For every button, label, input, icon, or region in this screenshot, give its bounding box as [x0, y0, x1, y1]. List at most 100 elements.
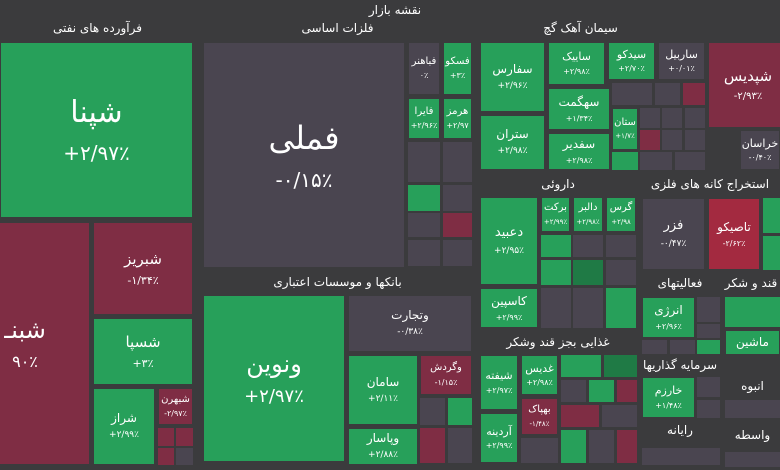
- tile-symbol: انرژی: [654, 303, 683, 317]
- tile: [642, 448, 720, 465]
- tile: [589, 380, 614, 402]
- tile: [408, 213, 440, 237]
- tile: دعبید +۲/۹۵٪: [480, 197, 538, 285]
- tile-change: +۲/۷۰٪: [618, 64, 645, 74]
- tile: [443, 142, 472, 182]
- sector-label: قند و شکر: [724, 276, 778, 290]
- tile: آردینه +۲/۹۹٪: [480, 413, 518, 463]
- tile-symbol: وپاسار: [366, 431, 400, 446]
- tile: [176, 428, 193, 446]
- tile-symbol: ماشین: [736, 335, 769, 349]
- tile-change: +۲/۹۶٪: [410, 121, 438, 131]
- tile: شپدیس -۲/۹۳٪: [708, 42, 780, 128]
- tile-symbol: وگردش: [430, 362, 462, 374]
- tile: [604, 355, 637, 377]
- tile: شیفته +۲/۹۷٪: [480, 355, 518, 410]
- tile: [725, 297, 780, 327]
- sector-label: فرآورده های نفتی: [53, 21, 142, 35]
- tile: [697, 340, 720, 354]
- tile-change: +۲/۹۷٪: [244, 385, 304, 407]
- tile: فسکو +۳٪: [443, 42, 472, 95]
- tile: [561, 430, 586, 463]
- tile: [697, 400, 720, 418]
- sector-label: سرمایه گذاریها: [642, 358, 717, 372]
- tile-symbol: ستان: [614, 116, 636, 128]
- tile-symbol: ستران: [496, 127, 529, 142]
- tile-change: -۱/۱۵٪: [434, 377, 458, 387]
- tile-symbol: خارزم: [654, 384, 683, 398]
- tile-change: +۳٪: [449, 71, 466, 81]
- tile-change: +۲/۹۸٪: [576, 217, 600, 226]
- tile-change: +۲/۹۹٪: [495, 312, 523, 322]
- tile: [662, 108, 682, 128]
- tile-symbol: فزر: [663, 218, 684, 234]
- tile: سامان +۲/۱۱٪: [348, 355, 418, 425]
- tile-symbol: دعبید: [494, 225, 524, 241]
- tile-symbol: شپدیس: [723, 66, 773, 85]
- tile: [561, 355, 601, 377]
- tile: بهپاک -۱/۴۸٪: [521, 398, 558, 435]
- tile: [606, 235, 636, 257]
- tile: فایرا +۲/۹۶٪: [408, 98, 440, 139]
- tile-symbol: غدیس: [525, 361, 554, 375]
- tile: [420, 428, 445, 463]
- tile: ستان +۱/۷٪: [612, 108, 638, 150]
- tile-symbol: سیدکو: [616, 47, 647, 61]
- tile: [602, 405, 637, 427]
- tile: [443, 240, 472, 266]
- tile-change: +۰/۰۱٪: [668, 64, 695, 74]
- tile: غدیس +۲/۹۸٪: [521, 355, 558, 395]
- tile: هرمز +۲/۹۷: [443, 98, 472, 139]
- tile: [655, 83, 680, 105]
- tile: [642, 340, 667, 354]
- sector-label: داروئی: [541, 177, 575, 191]
- tile-symbol: شراز: [111, 411, 137, 426]
- tile: [675, 152, 705, 170]
- sector-label: فلزات اساسی: [301, 21, 374, 35]
- tile: [448, 428, 472, 463]
- tile-change: +۲/۹۸: [611, 217, 631, 226]
- tile: [448, 398, 472, 425]
- tile-symbol: ساربیل: [665, 47, 698, 61]
- tile-change: +۲/۹۸٪: [563, 66, 590, 76]
- tile-change: +۲/۹۶٪: [497, 80, 528, 91]
- tile: [408, 185, 440, 211]
- tile-change: -۰/۳۸٪: [397, 327, 423, 338]
- tile-symbol: سهگمت: [558, 94, 600, 109]
- tile: [640, 130, 660, 150]
- tile-symbol: فملی: [268, 118, 340, 157]
- tile: [612, 83, 652, 105]
- tile: [683, 83, 705, 105]
- tile: [561, 380, 586, 402]
- tile-change: +۲/۹۸٪: [565, 156, 593, 165]
- tile: سیدکو +۲/۷۰٪: [608, 42, 655, 80]
- tile: [408, 142, 440, 182]
- tile: فزر -۰/۴۷٪: [642, 198, 705, 270]
- tile: [573, 288, 603, 328]
- tile: [443, 213, 472, 237]
- tile: [685, 130, 705, 150]
- tile: [725, 452, 780, 467]
- tile: [158, 428, 174, 446]
- tile: [606, 260, 636, 285]
- tile-change: +۲/۱۱٪: [368, 393, 398, 404]
- tile: خارزم +۱/۴۸٪: [642, 377, 695, 418]
- tile: [561, 405, 599, 427]
- tile-change: ۹۰٪: [12, 352, 38, 371]
- tile: فباهنر ۰٪: [408, 42, 440, 95]
- tile: ساربیل +۰/۰۱٪: [658, 42, 705, 80]
- tile: برکت +۲/۹۹٪: [541, 197, 570, 232]
- tile-symbol: شیفته: [485, 369, 513, 383]
- tile-change: +۳٪: [132, 356, 154, 370]
- tile-change: ۰٪: [419, 71, 429, 81]
- tile-change: -۰/۴۰٪: [748, 153, 772, 163]
- tile: [763, 198, 780, 233]
- tile-symbol: شبنـ: [4, 316, 46, 344]
- tile-symbol: شسپا: [125, 332, 161, 351]
- tile: وگردش -۱/۱۵٪: [420, 355, 472, 395]
- tile: کاسپین +۲/۹۹٪: [480, 288, 538, 328]
- tile: شبهرن -۲/۹۷٪: [158, 388, 193, 425]
- tile: [541, 288, 571, 328]
- sector-label: بانکها و موسسات اعتباری: [273, 275, 402, 289]
